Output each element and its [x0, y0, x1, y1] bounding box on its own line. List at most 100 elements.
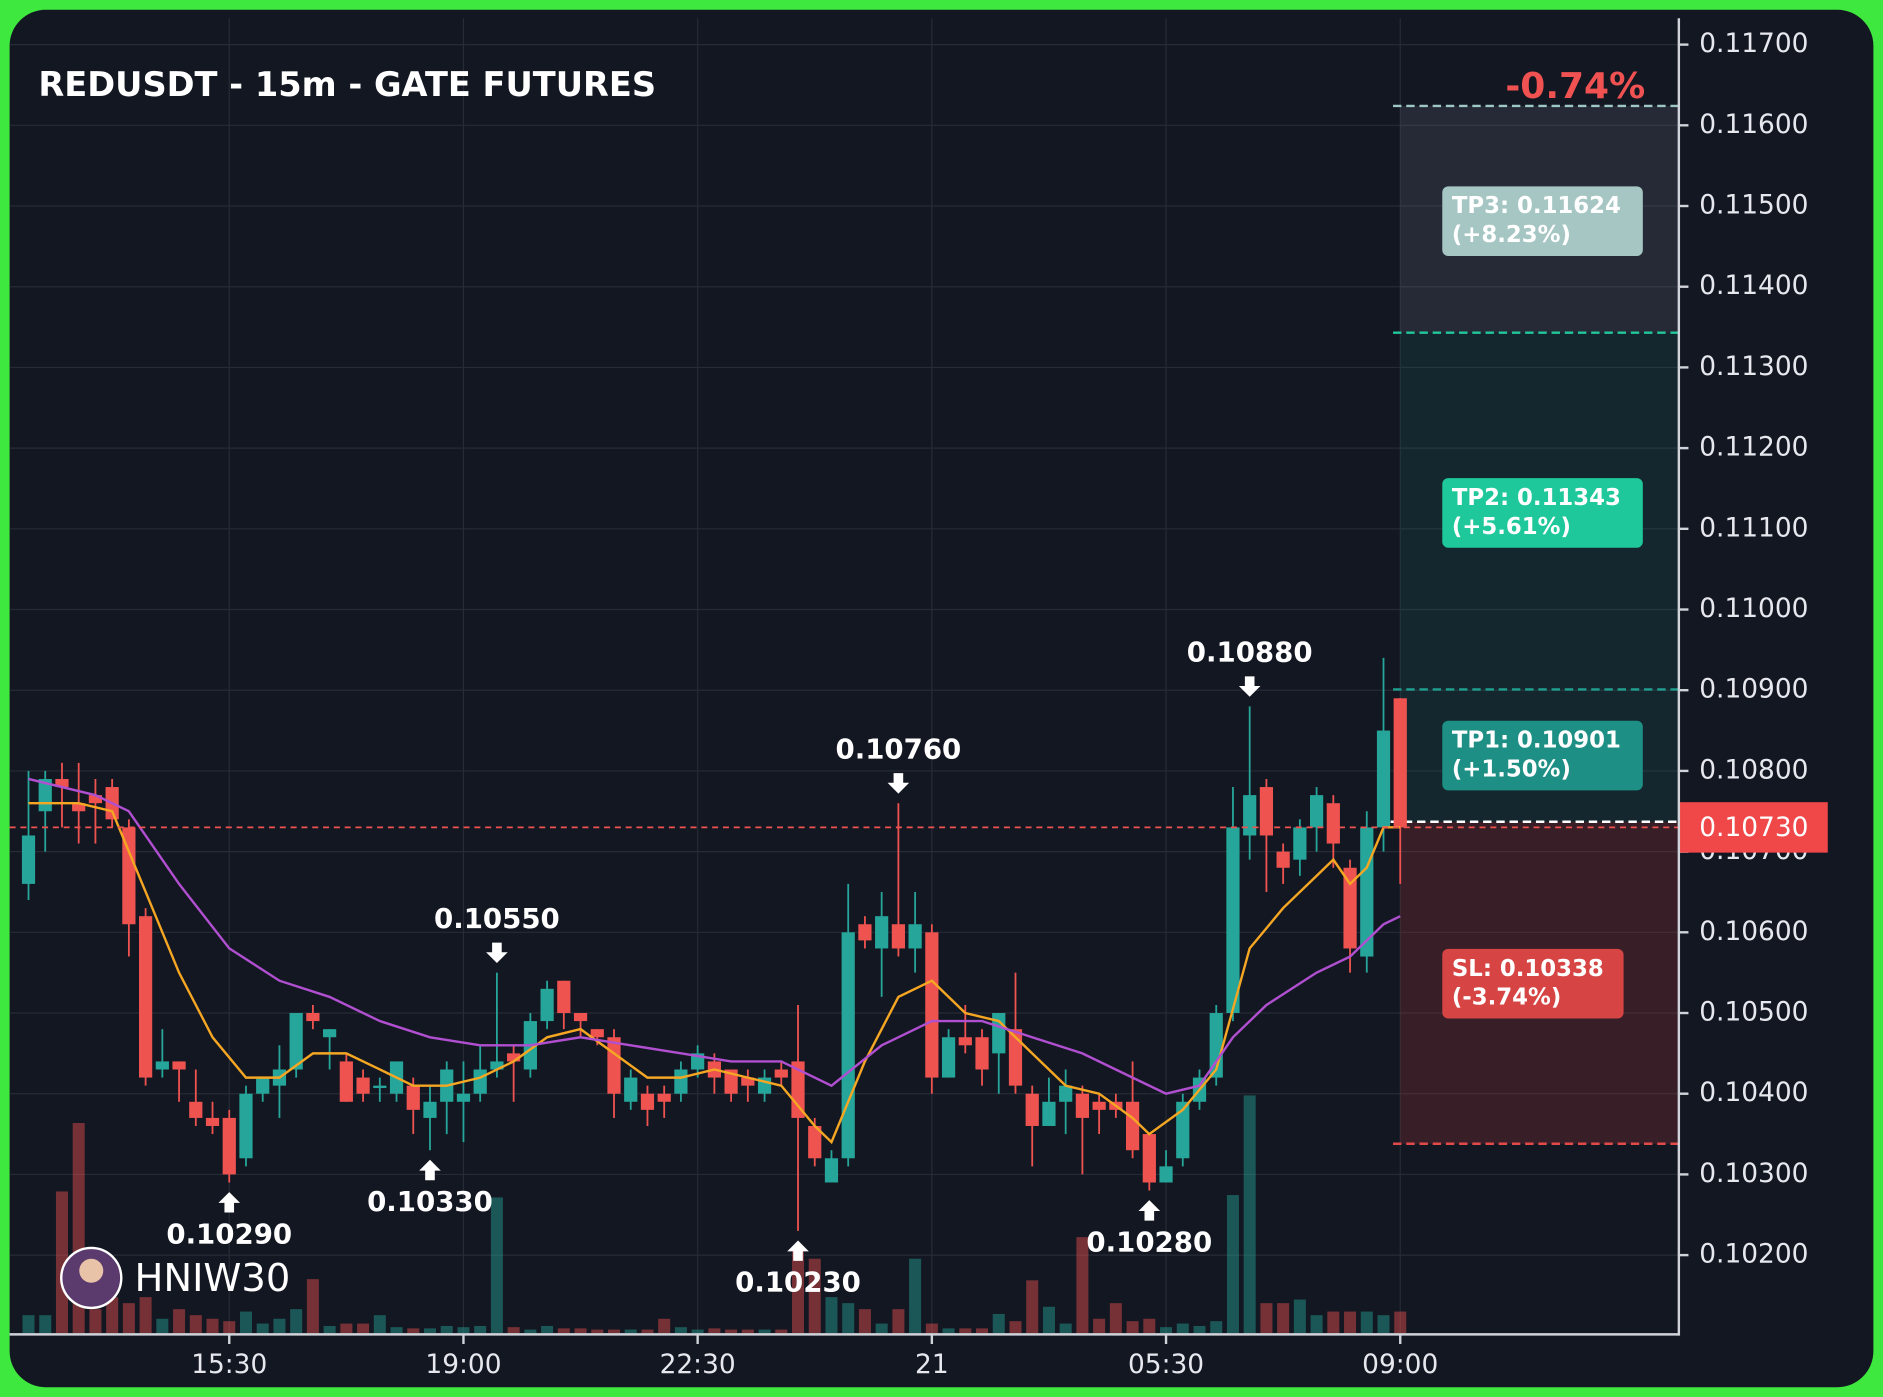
candle-body [1059, 1085, 1073, 1102]
volume-bar [574, 1328, 587, 1334]
candle-body [573, 1013, 588, 1022]
candle-body [1142, 1134, 1156, 1183]
volume-bar [407, 1328, 420, 1334]
volume-bar [55, 1191, 68, 1334]
candle-body [139, 916, 153, 1078]
candle-body [674, 1069, 688, 1094]
volume-bar [976, 1328, 989, 1334]
candle-body [205, 1117, 220, 1126]
volume-bar [658, 1318, 671, 1334]
candle-body [1008, 1029, 1023, 1086]
candle-body [958, 1037, 972, 1046]
volume-bar [825, 1297, 838, 1334]
annotation-arrow [1238, 676, 1261, 697]
level-box [1442, 186, 1643, 256]
volume-bar [708, 1328, 721, 1334]
candle-body [55, 778, 69, 788]
volume-bar [39, 1315, 52, 1334]
candle-body [507, 1053, 521, 1062]
volume-bar [992, 1313, 1005, 1334]
volume-bar [457, 1327, 470, 1334]
volume-bar [340, 1323, 353, 1334]
volume-bar [89, 1309, 102, 1334]
volume-bar [725, 1329, 738, 1334]
volume-bar [1344, 1311, 1357, 1334]
x-tick-label: 15:30 [191, 1349, 267, 1380]
volume-bar [1076, 1237, 1089, 1334]
y-tick-label: 0.11000 [1699, 593, 1808, 624]
volume-bar [758, 1329, 771, 1334]
annotation-arrow [887, 773, 910, 794]
volume-bar [557, 1328, 570, 1334]
volume-bar [691, 1329, 704, 1334]
volume-bar [189, 1315, 202, 1334]
candle-body [858, 924, 872, 941]
candle-body [1393, 698, 1407, 828]
y-tick-label: 0.10200 [1699, 1239, 1808, 1270]
candle-body [72, 803, 86, 812]
volume-bar [173, 1309, 186, 1334]
candle-body [1309, 795, 1324, 828]
volume-bar [22, 1315, 35, 1334]
volume-bar [1093, 1318, 1106, 1334]
volume-bar [942, 1328, 955, 1334]
watermark: HNIW30 [60, 1246, 290, 1310]
candle-body [1376, 730, 1391, 828]
level-label: TP2: 0.11343 [1452, 485, 1621, 511]
candle-body [155, 1061, 169, 1070]
ma-line [28, 802, 1401, 1145]
candle-body [423, 1101, 437, 1118]
volume-bar [1009, 1321, 1022, 1334]
annotation-label: 0.10230 [735, 1266, 861, 1299]
candle-body [490, 1061, 504, 1070]
candle-body [456, 1093, 471, 1102]
candle-body [557, 980, 571, 1014]
annotation-arrow [218, 1192, 241, 1213]
candle-body [339, 1061, 353, 1102]
volume-bar [524, 1329, 537, 1334]
volume-bar [474, 1325, 487, 1334]
volume-bar [1360, 1311, 1373, 1334]
volume-bar [641, 1329, 654, 1334]
x-tick-label: 21 [915, 1349, 949, 1380]
candle-body [306, 1013, 320, 1022]
candle-body [774, 1069, 788, 1078]
volume-bar [959, 1328, 972, 1334]
volume-bar [223, 1321, 236, 1334]
volume-bar [909, 1258, 922, 1334]
volume-bar [423, 1328, 436, 1334]
candle-body [356, 1077, 370, 1094]
volume-bar [1176, 1323, 1189, 1334]
volume-bar [357, 1323, 370, 1334]
y-tick-label: 0.10900 [1699, 674, 1808, 705]
level-change: (+5.61%) [1452, 514, 1571, 540]
volume-bar [1109, 1303, 1122, 1334]
volume-bar [306, 1279, 319, 1334]
candle-body [406, 1085, 420, 1110]
volume-bar [122, 1303, 135, 1334]
candle-body [941, 1037, 956, 1078]
level-label: TP1: 0.10901 [1452, 728, 1621, 754]
candle-body [239, 1093, 253, 1159]
volume-bar [239, 1311, 252, 1334]
volume-bar [858, 1309, 871, 1334]
volume-bar [792, 1249, 805, 1334]
candle-body [473, 1069, 487, 1094]
candle-body [624, 1077, 638, 1102]
volume-bar [875, 1323, 888, 1334]
candle-body [540, 988, 554, 1022]
candle-body [1259, 787, 1274, 836]
volume-bar [156, 1318, 169, 1334]
candle-body [1125, 1101, 1140, 1151]
volume-bar [1277, 1303, 1290, 1334]
candle-body [975, 1037, 989, 1070]
candle-body [1025, 1093, 1039, 1126]
candle-body [1343, 867, 1357, 949]
candle-body [172, 1061, 186, 1070]
annotation-label: 0.10550 [434, 902, 560, 935]
y-tick-label: 0.10400 [1699, 1077, 1808, 1108]
candle-body [289, 1013, 303, 1070]
level-change: (+1.50%) [1452, 756, 1571, 782]
candle-body [908, 924, 922, 949]
